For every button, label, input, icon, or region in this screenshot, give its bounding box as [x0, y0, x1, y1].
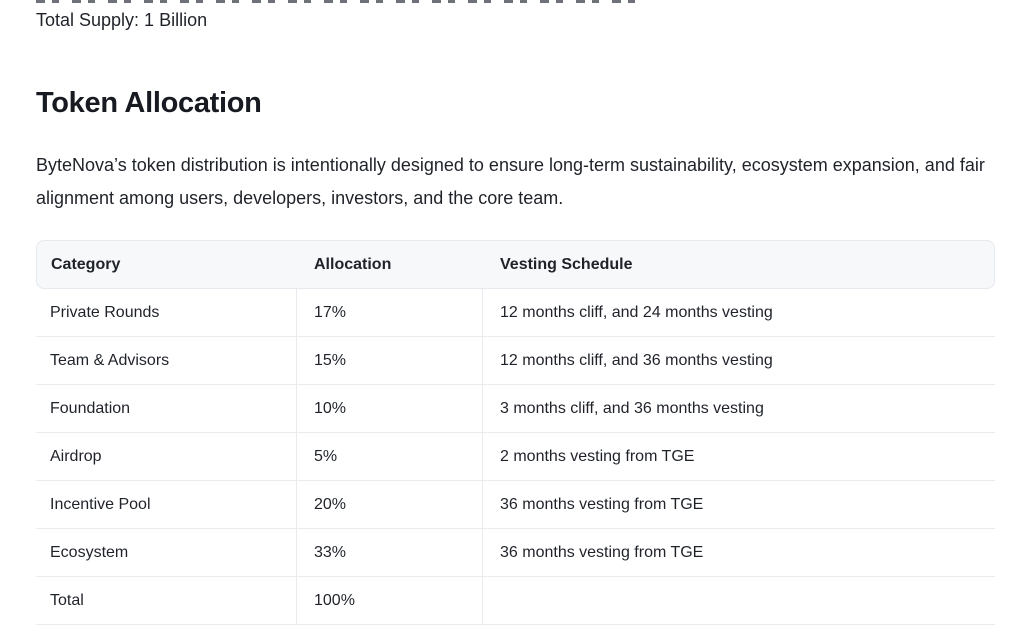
section-heading: Token Allocation [36, 87, 262, 119]
cell-vesting: 36 months vesting from TGE [482, 529, 995, 576]
column-header-allocation: Allocation [314, 255, 392, 273]
table-row: Private Rounds 17% 12 months cliff, and 24… [36, 289, 995, 337]
token-allocation-table: Category Allocation Vesting Schedule Pri… [36, 240, 995, 625]
column-header-vesting-schedule: Vesting Schedule [500, 255, 633, 273]
cell-allocation: 100% [296, 577, 482, 624]
cell-allocation: 17% [296, 289, 482, 336]
cell-category: Ecosystem [50, 543, 129, 561]
table-row: Incentive Pool 20% 36 months vesting from … [36, 481, 995, 529]
cell-category: Airdrop [50, 447, 102, 465]
cell-allocation: 5% [296, 433, 482, 480]
table-row: Foundation 10% 3 months cliff, and 36 mont… [36, 385, 995, 433]
cell-vesting: 12 months cliff, and 36 months vesting [482, 337, 995, 384]
table-row: Total 100% [36, 577, 995, 625]
cell-vesting: 3 months cliff, and 36 months vesting [482, 385, 995, 432]
total-supply-text: Total Supply: 1 Billion [36, 10, 208, 30]
column-header-category: Category [51, 255, 121, 273]
cell-allocation: 15% [296, 337, 482, 384]
clipped-text-fragment [36, 0, 640, 3]
cell-allocation: 20% [296, 481, 482, 528]
cell-category: Team & Advisors [50, 351, 170, 369]
cell-vesting: 36 months vesting from TGE [482, 481, 995, 528]
cell-category: Foundation [50, 399, 131, 417]
cell-category: Incentive Pool [50, 495, 151, 513]
table-row: Team & Advisors 15% 12 months cliff, and 3… [36, 337, 995, 385]
table-body: Private Rounds 17% 12 months cliff, and 24… [36, 289, 995, 625]
table-row: Ecosystem 33% 36 months vesting from TGE [36, 529, 995, 577]
cell-vesting: 12 months cliff, and 24 months vesting [482, 289, 995, 336]
cell-category: Total [50, 591, 84, 609]
table-header-row: Category Allocation Vesting Schedule [36, 240, 995, 289]
cell-category: Private Rounds [50, 303, 160, 321]
table-row: Airdrop 5% 2 months vesting from TGE [36, 433, 995, 481]
cell-allocation: 10% [296, 385, 482, 432]
cell-vesting: 2 months vesting from TGE [482, 433, 995, 480]
cell-allocation: 33% [296, 529, 482, 576]
intro-paragraph: ByteNova’s token distribution is intenti… [36, 155, 985, 208]
cell-vesting [482, 577, 995, 624]
